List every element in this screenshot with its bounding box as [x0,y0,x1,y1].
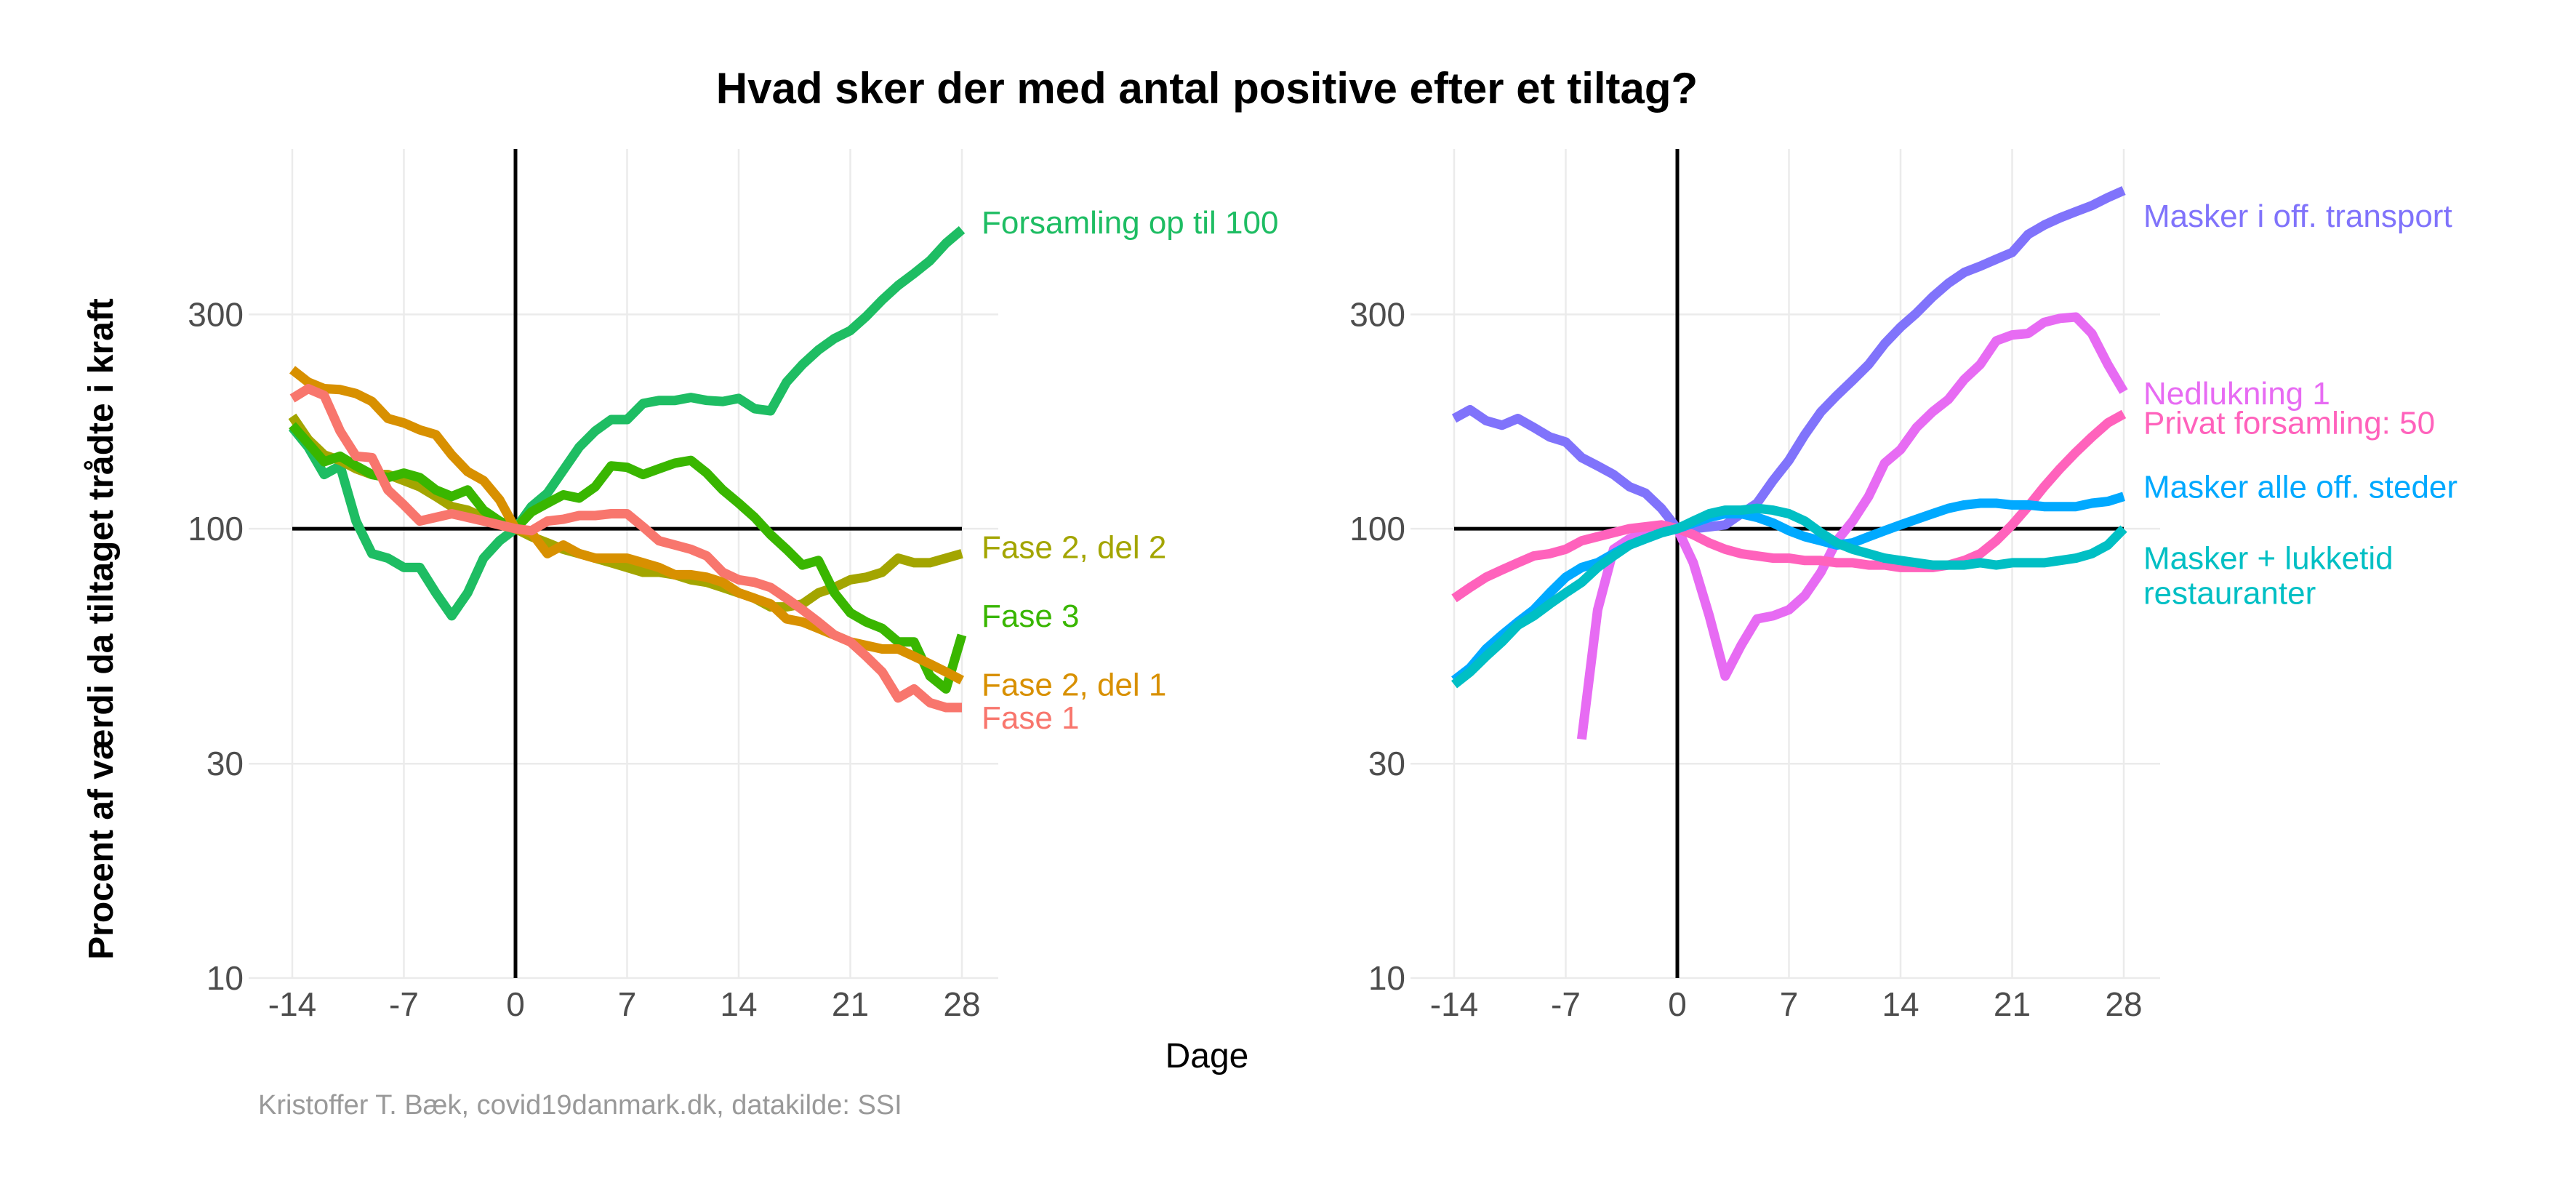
y-tick-label: 30 [206,745,244,782]
series-line [1450,503,2127,689]
x-tick-label: -7 [1551,985,1581,1023]
y-ticks-left: 10 30 100 300 [188,295,244,997]
series-label: Fase 2, del 1 [982,667,1166,702]
series-labels-right: Masker i off. transport Nedlukning 1Priva… [2143,199,2457,612]
x-tick-label: 14 [720,985,757,1023]
x-tick-label: 21 [1994,985,2031,1023]
series-line [1451,186,2126,534]
series-line [288,225,966,621]
x-tick-label: -7 [389,985,419,1023]
caption: Kristoffer T. Bæk, covid19danmark.dk, da… [258,1090,902,1121]
y-ticks-right: 10 30 100 300 [1349,295,1405,997]
x-tick-label: 7 [618,985,637,1023]
x-ticks-left: -14 -7 0 7 14 21 28 [268,985,981,1023]
series-line [1451,492,2125,684]
series-label: Masker i off. transport [2143,199,2452,234]
y-tick-label: 100 [1349,510,1405,548]
panel-left: 10 30 100 300 -14 -7 0 7 14 21 28 Forsamling op t… [188,149,1278,1023]
x-tick-label: 0 [1668,985,1687,1023]
y-tick-label: 300 [188,295,244,333]
y-tick-label: 30 [1368,745,1405,782]
y-tick-label: 10 [1368,959,1405,997]
x-tick-label: 28 [943,985,980,1023]
series-label: Nedlukning 1 [2143,376,2330,412]
x-tick-label: 21 [832,985,869,1023]
series-line [289,384,962,713]
series-label: Forsamling op til 100 [982,205,1278,241]
series-line [1451,409,2127,603]
series-label: Fase 2, del 2 [982,529,1166,565]
x-tick-label: 7 [1780,985,1799,1023]
x-tick-label: 14 [1882,985,1919,1023]
y-axis-label: Procent af værdi da tiltaget trådte i kr… [82,298,121,960]
chart-title: Hvad sker der med antal positive efter e… [716,64,1698,113]
series-label: Fase 3 [982,598,1080,634]
series-label: Privat forsamling: 50 [2143,406,2435,441]
y-tick-label: 300 [1349,295,1405,333]
x-tick-label: 0 [506,985,525,1023]
series-line [289,422,967,694]
series-labels-left: Forsamling op til 100 Fase 2, del 2 Fase 3… [982,205,1278,736]
reference-lines-left [292,149,962,978]
y-tick-label: 10 [206,959,244,997]
series-label: Masker + lukketid restauranter [2143,541,2394,612]
x-tick-label: -14 [1430,985,1478,1023]
series-lines-left [288,225,967,713]
x-ticks-right: -14 -7 0 7 14 21 28 [1430,985,2143,1023]
x-tick-label: -14 [268,985,316,1023]
series-label: Masker alle off. steder [2143,469,2457,505]
series-label: Fase 1 [982,700,1080,736]
series-lines-right [1450,186,2128,740]
y-tick-label: 100 [188,510,244,548]
series-line [288,413,963,612]
panel-right: 10 30 100 300 -14 -7 0 7 14 21 28 Masker i off. t… [1349,149,2457,1023]
x-axis-label: Dage [1165,1037,1249,1075]
x-tick-label: 28 [2105,985,2142,1023]
